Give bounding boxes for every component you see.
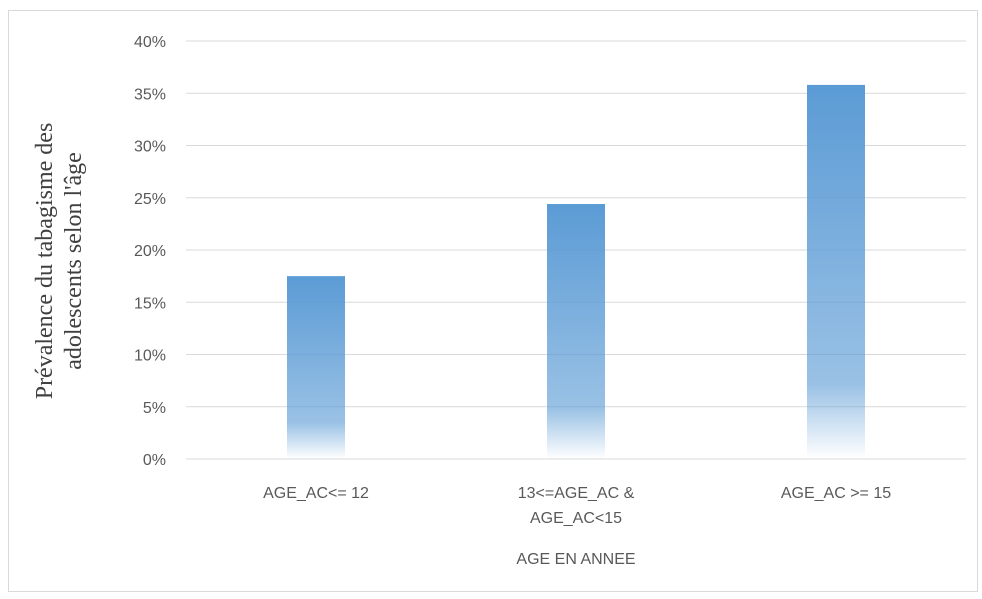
y-axis-title: Prévalence du tabagisme des adolescents s… [32,123,87,400]
bar [287,276,345,459]
y-axis-ticks: 0% 5% 10% 15% 20% 25% 30% 35% 40% [134,34,166,469]
y-tick-label: 20% [134,243,166,260]
x-tick-label: AGE_AC<= 12 [263,485,369,502]
y-tick-label: 15% [134,295,166,312]
y-tick-label: 30% [134,139,166,156]
y-axis-title-line: adolescents selon l'âge [61,152,87,370]
x-axis-title: AGE EN ANNEE [516,551,635,568]
y-tick-label: 5% [143,400,166,417]
x-tick-label: 13<=AGE_AC & AGE_AC<15 [518,485,635,527]
x-tick-label: AGE_AC >= 15 [781,485,891,502]
bar [807,84,865,459]
y-tick-label: 35% [134,86,166,103]
x-axis-categories: AGE_AC<= 12 13<=AGE_AC & AGE_AC<15 AGE_AC >… [263,485,891,527]
y-tick-label: 0% [143,452,166,469]
y-tick-label: 40% [134,34,166,51]
bar [547,204,605,459]
y-tick-label: 10% [134,348,166,365]
bars [287,84,865,459]
y-axis-title-line: Prévalence du tabagisme des [32,123,58,400]
y-tick-label: 25% [134,191,166,208]
